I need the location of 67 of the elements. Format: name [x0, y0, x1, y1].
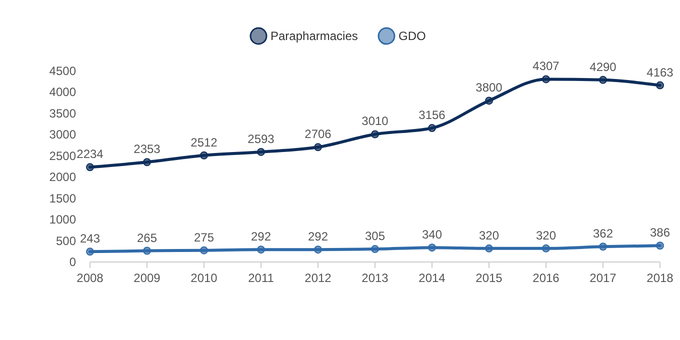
x-tick-label: 2014 — [418, 271, 446, 285]
point — [86, 163, 94, 172]
point — [599, 76, 607, 84]
y-tick-label: 2000 — [49, 170, 76, 184]
point — [200, 246, 208, 254]
data-label: 386 — [650, 226, 670, 240]
point — [257, 246, 265, 254]
x-tick-label: 2015 — [476, 271, 503, 285]
point — [314, 246, 322, 254]
data-label: 275 — [194, 230, 214, 244]
point — [599, 242, 607, 251]
point — [257, 148, 265, 156]
point — [200, 151, 208, 160]
point — [542, 75, 550, 84]
data-label: 292 — [308, 230, 328, 244]
y-tick-label: 1500 — [49, 191, 76, 206]
point — [656, 81, 664, 90]
point — [428, 124, 436, 132]
x-tick-label: 2013 — [362, 271, 389, 285]
data-label: 2593 — [248, 132, 275, 146]
x-tick-label: 2017 — [590, 271, 617, 285]
data-label: 265 — [136, 230, 158, 245]
data-label: 2512 — [190, 135, 218, 150]
y-tick-label: 0 — [69, 255, 76, 269]
point — [371, 130, 379, 138]
legend-label: GDO — [398, 29, 426, 43]
x-tick-label: 2008 — [76, 271, 104, 285]
data-label: 2706 — [304, 127, 332, 142]
x-tick-label: 2018 — [646, 271, 674, 285]
data-label: 340 — [422, 228, 442, 242]
data-label: 4163 — [646, 65, 674, 80]
y-tick-label: 3500 — [49, 106, 76, 120]
point — [485, 96, 493, 105]
point — [485, 244, 493, 252]
data-label: 320 — [478, 228, 500, 242]
y-tick-label: 4500 — [49, 64, 76, 78]
x-tick-label: 2011 — [248, 271, 274, 285]
data-label: 4290 — [590, 60, 617, 74]
point — [143, 246, 151, 255]
data-label: 2353 — [134, 142, 161, 156]
data-label: 243 — [80, 232, 100, 246]
data-label: 292 — [250, 230, 272, 244]
data-label: 2234 — [76, 147, 104, 162]
legend-label: Parapharmacies — [270, 29, 358, 43]
y-tick-label: 4000 — [49, 85, 76, 100]
point — [656, 242, 664, 250]
data-label: 4307 — [532, 59, 560, 74]
point — [542, 244, 550, 252]
data-label: 3800 — [476, 80, 503, 95]
data-label: 320 — [536, 228, 556, 242]
y-tick-label: 3000 — [49, 128, 76, 142]
y-tick-label: 500 — [56, 234, 76, 248]
data-label: 3010 — [362, 114, 389, 128]
x-tick-label: 2012 — [304, 271, 332, 285]
x-tick-label: 2009 — [134, 271, 161, 285]
point — [371, 245, 379, 254]
data-label: 362 — [592, 226, 614, 241]
point — [143, 158, 151, 166]
data-label: 305 — [364, 229, 386, 244]
y-tick-label: 1000 — [49, 212, 76, 227]
point — [314, 143, 322, 152]
y-tick-label: 2500 — [49, 148, 76, 163]
data-label: 3156 — [418, 108, 446, 122]
x-tick-label: 2010 — [190, 271, 218, 285]
x-tick-label: 2016 — [532, 271, 560, 285]
point — [428, 244, 436, 252]
point — [86, 248, 94, 256]
